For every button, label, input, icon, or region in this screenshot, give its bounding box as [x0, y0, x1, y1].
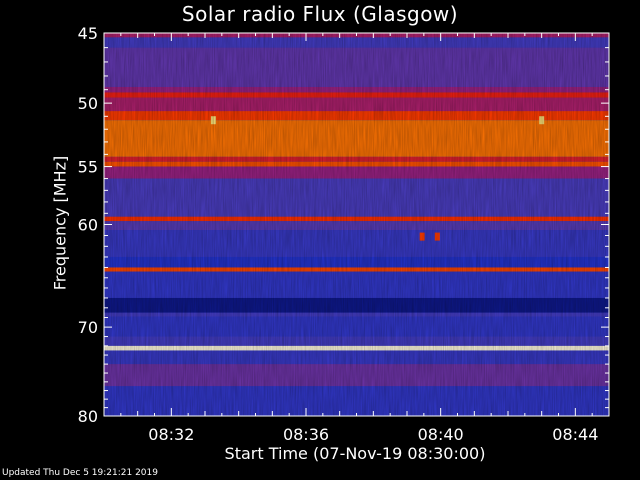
- y-tick-label: 45: [78, 24, 98, 43]
- y-tick-label: 70: [78, 318, 98, 337]
- y-tick-label: 55: [78, 158, 98, 177]
- x-tick-label: 08:40: [418, 425, 464, 444]
- x-tick-label: 08:32: [148, 425, 194, 444]
- chart-title: Solar radio Flux (Glasgow): [181, 2, 459, 26]
- y-tick-label: 80: [78, 407, 98, 426]
- y-tick-label: 60: [78, 216, 98, 235]
- y-axis-label: Frequency [MHz]: [50, 155, 70, 291]
- axes: 45 50 55 60 70 80 08:32 08:36 08:40 08:44: [78, 24, 610, 444]
- x-axis-label: Start Time (07-Nov-19 08:30:00): [224, 444, 486, 463]
- y-tick-label: 50: [78, 94, 98, 113]
- x-tick-label: 08:44: [552, 425, 598, 444]
- updated-timestamp: Updated Thu Dec 5 19:21:21 2019: [2, 468, 158, 478]
- noise-overlay: [104, 33, 609, 416]
- x-tick-label: 08:36: [283, 425, 329, 444]
